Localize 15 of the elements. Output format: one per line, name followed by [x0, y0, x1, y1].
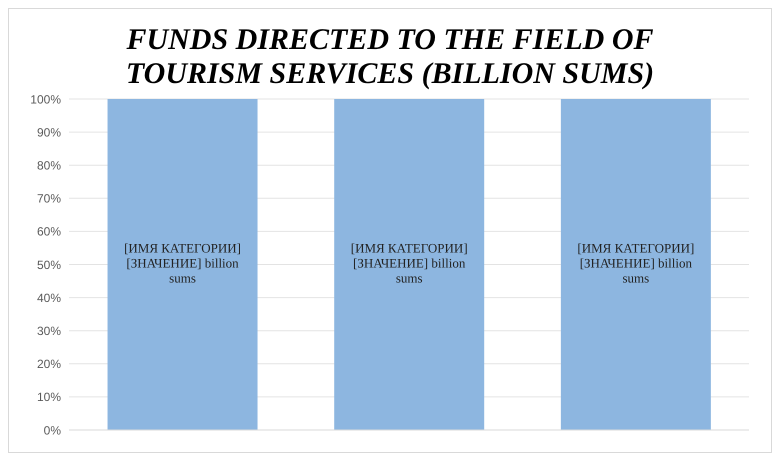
y-tick-label: 80%: [36, 158, 62, 172]
data-label: [ИМЯ КАТЕГОРИИ] [ЗНАЧЕНИЕ] billion sums: [577, 240, 694, 286]
y-tick-label: 0%: [44, 423, 62, 438]
y-tick-label: 10%: [36, 390, 62, 404]
y-tick-label: 50%: [36, 258, 62, 272]
y-tick-label: 70%: [36, 192, 62, 206]
chart-title: FUNDS DIRECTED TO THE FIELD OF TOURISM SERVICES (BILLION SUMS): [124, 22, 656, 91]
y-tick-label: 60%: [36, 224, 62, 239]
y-tick-label: 20%: [36, 357, 62, 372]
data-label: [ИМЯ КАТЕГОРИИ] [ЗНАЧЕНИЕ] billion sums: [124, 240, 241, 286]
y-tick-label: 30%: [36, 324, 62, 338]
y-tick-label: 100%: [30, 92, 62, 106]
data-label: [ИМЯ КАТЕГОРИИ] [ЗНАЧЕНИЕ] billion sums: [350, 240, 468, 286]
y-tick-label: 90%: [36, 125, 62, 140]
y-tick-label: 40%: [36, 290, 62, 305]
